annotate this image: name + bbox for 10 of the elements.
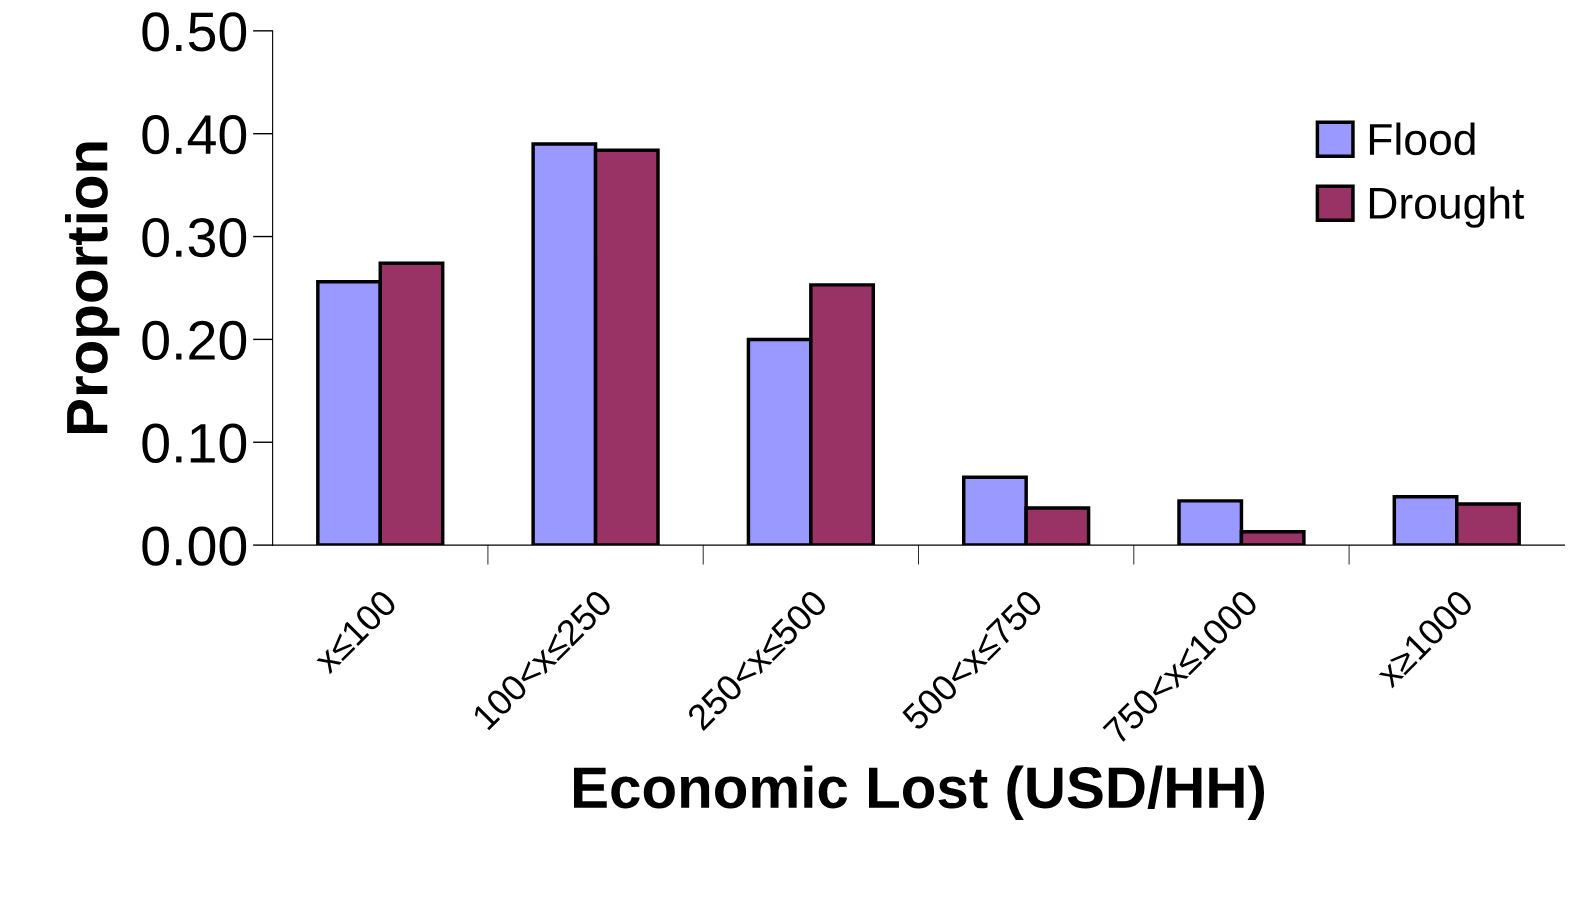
y-tick-label: 0.30 [142, 217, 247, 258]
legend-label: Drought [1369, 186, 1525, 228]
y-tick-label: 0.40 [142, 115, 247, 155]
y-tick-label: 0.20 [142, 320, 247, 361]
legend-label: Flood [1369, 122, 1475, 156]
y-axis-title: Proportion [64, 142, 120, 434]
x-axis-title: Economic Lost (USD/HH) [574, 765, 1265, 820]
y-tick-label: 0.50 [142, 12, 247, 52]
y-tick-label: 0.00 [142, 526, 247, 566]
y-tick-label: 0.10 [142, 423, 247, 463]
